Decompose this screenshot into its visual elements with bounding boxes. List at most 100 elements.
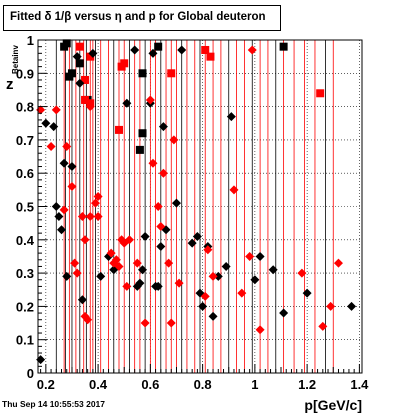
data-point-square xyxy=(154,42,163,51)
data-point-diamond xyxy=(171,198,181,208)
data-point-diamond xyxy=(122,281,132,291)
data-point-diamond xyxy=(75,78,85,88)
y-axis-label-subscript: Betainv xyxy=(11,45,20,74)
data-point-square xyxy=(167,69,176,78)
data-point-diamond xyxy=(326,301,336,311)
data-point-diamond xyxy=(72,52,82,62)
data-point-diamond xyxy=(166,318,176,328)
data-point-diamond xyxy=(148,158,158,168)
data-point-square xyxy=(62,39,71,48)
y-tick-label: 0.6 xyxy=(16,166,34,181)
data-point-diamond xyxy=(164,258,174,268)
data-point-diamond xyxy=(169,135,179,145)
data-point-square xyxy=(316,89,325,98)
x-tick-label: 1.2 xyxy=(298,377,316,392)
data-point-square xyxy=(115,125,123,134)
data-point-diamond xyxy=(62,271,72,281)
data-point-diamond xyxy=(198,301,208,311)
data-point-diamond xyxy=(83,315,93,325)
data-point-diamond xyxy=(245,251,255,261)
data-point-square xyxy=(67,69,76,78)
data-point-diamond xyxy=(208,311,218,321)
timestamp: Thu Sep 14 10:55:53 2017 xyxy=(2,399,106,409)
data-point-diamond xyxy=(122,98,132,108)
data-point-diamond xyxy=(156,221,166,231)
data-point-diamond xyxy=(124,235,134,245)
data-point-diamond xyxy=(156,241,166,251)
data-point-diamond xyxy=(59,158,69,168)
y-tick-label: 0.3 xyxy=(16,266,34,281)
data-point-diamond xyxy=(57,225,67,235)
data-point-diamond xyxy=(140,318,150,328)
data-point-diamond xyxy=(41,118,51,128)
chart-title: Fitted δ 1/β versus η and p for Global d… xyxy=(10,11,266,23)
data-point-square xyxy=(75,59,84,68)
data-point-diamond xyxy=(104,251,114,261)
data-point-diamond xyxy=(51,202,61,211)
data-point-diamond xyxy=(77,211,87,221)
data-point-diamond xyxy=(158,122,168,132)
data-point-square xyxy=(75,42,84,51)
data-point-square xyxy=(201,45,210,54)
data-point-diamond xyxy=(229,185,239,195)
data-point-diamond xyxy=(85,102,95,112)
y-tick-label: 0 xyxy=(27,366,34,381)
data-point-diamond xyxy=(106,248,116,258)
data-point-diamond xyxy=(148,48,158,58)
data-point-square xyxy=(279,42,288,51)
data-point-diamond xyxy=(255,251,265,261)
data-point-diamond xyxy=(85,211,95,221)
y-tick-label: 0.2 xyxy=(16,299,34,314)
data-point-diamond xyxy=(70,258,80,268)
data-point-square xyxy=(206,52,215,61)
data-point-square xyxy=(138,129,147,138)
data-point-diamond xyxy=(59,205,69,215)
data-point-diamond xyxy=(213,271,223,281)
x-axis-ticks: 0.2 0.4 0.6 0.8 1 1.2 1.4 xyxy=(37,364,369,392)
data-point-diamond xyxy=(153,281,163,291)
data-point-square xyxy=(81,95,90,104)
x-tick-label: 0.8 xyxy=(194,377,212,392)
data-point-diamond xyxy=(268,265,278,275)
data-point-diamond xyxy=(237,288,247,298)
data-point-diamond xyxy=(138,265,148,275)
y-axis-ticks: 0 0.1 0.2 0.3 0.4 0.5 0.6 0.7 0.8 0.9 1 xyxy=(16,33,47,381)
data-point-diamond xyxy=(174,278,184,288)
data-point-square xyxy=(86,52,95,61)
data-point-diamond xyxy=(93,211,103,221)
data-point-square xyxy=(120,59,129,68)
y-tick-label: 0.8 xyxy=(16,100,34,115)
data-point-diamond xyxy=(132,258,142,268)
data-points-layer xyxy=(36,39,357,365)
data-point-diamond xyxy=(111,255,121,265)
title-box: Fitted δ 1/β versus η and p for Global d… xyxy=(3,5,281,31)
data-point-diamond xyxy=(88,48,98,58)
y-tick-label: 0.1 xyxy=(16,333,34,348)
data-point-diamond xyxy=(177,45,187,55)
data-point-diamond xyxy=(192,231,202,241)
data-point-diamond xyxy=(302,288,312,298)
data-point-diamond xyxy=(250,275,260,285)
data-point-diamond xyxy=(200,291,210,301)
data-point-diamond xyxy=(208,271,218,281)
data-point-diamond xyxy=(153,202,163,211)
data-point-diamond xyxy=(221,261,231,271)
data-point-diamond xyxy=(54,211,64,221)
x-tick-label: 1 xyxy=(251,377,258,392)
y-tick-label: 0.7 xyxy=(16,133,34,148)
data-point-diamond xyxy=(49,122,59,132)
data-point-diamond xyxy=(62,142,72,152)
data-point-diamond xyxy=(130,45,140,55)
data-point-diamond xyxy=(114,261,124,271)
y-axis-label: z xyxy=(6,76,14,93)
data-point-diamond xyxy=(93,192,103,202)
data-point-diamond xyxy=(67,182,77,192)
data-point-diamond xyxy=(80,235,90,245)
x-axis-label: p[GeV/c] xyxy=(304,397,362,413)
data-point-diamond xyxy=(255,325,265,335)
data-point-diamond xyxy=(226,112,236,122)
data-point-diamond xyxy=(72,268,82,278)
data-point-diamond xyxy=(145,95,155,105)
